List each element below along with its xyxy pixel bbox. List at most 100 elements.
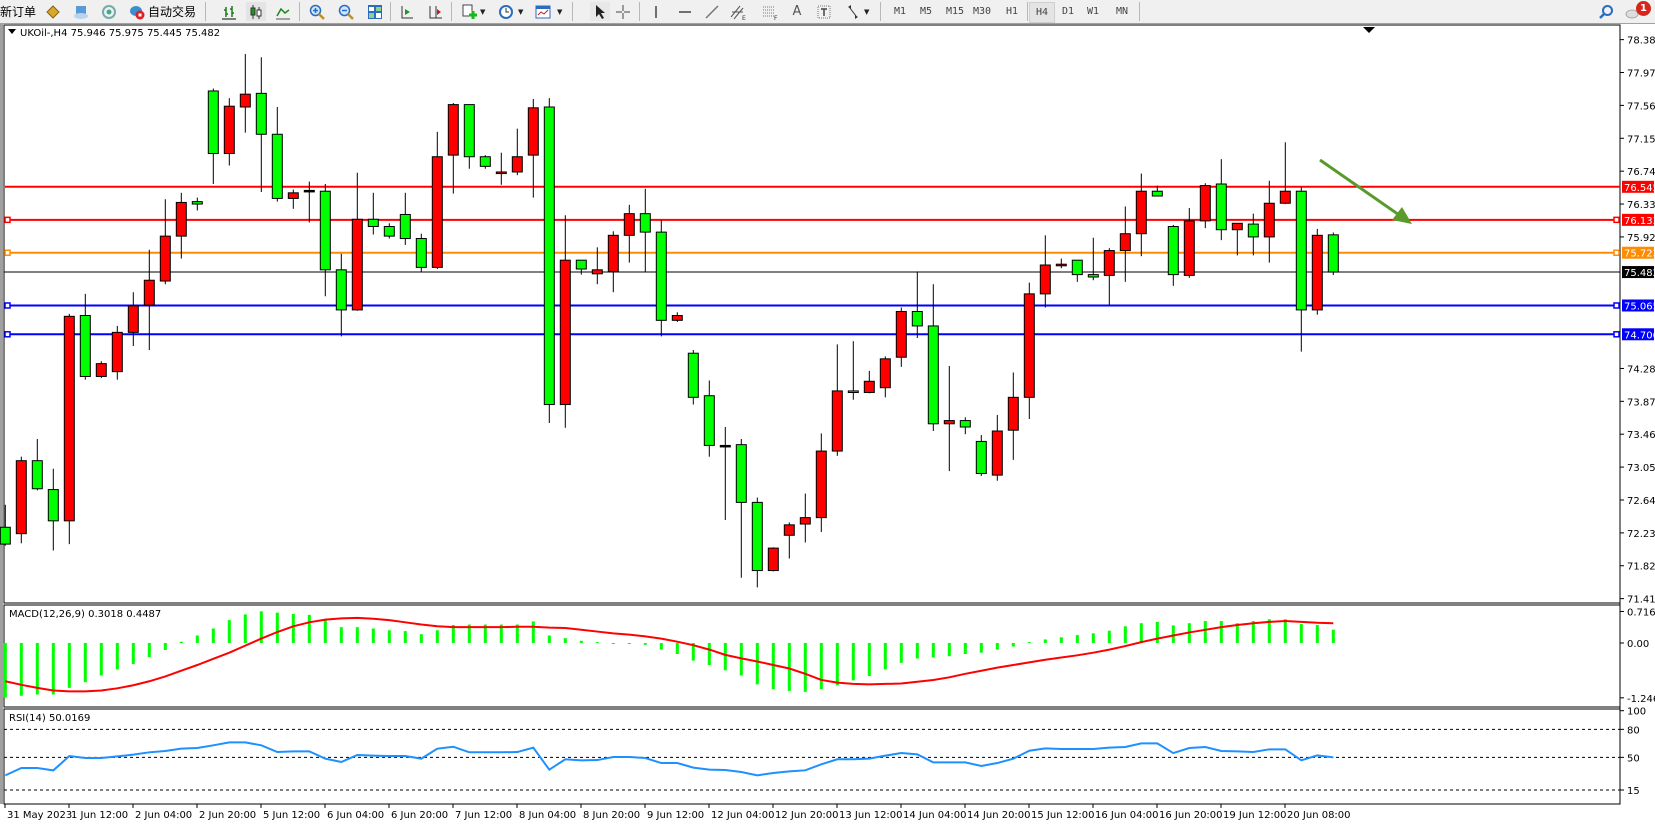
crosshair-icon[interactable] [614, 2, 632, 21]
search-icon[interactable] [1597, 2, 1615, 21]
candle-body[interactable] [383, 225, 395, 237]
candle-body[interactable] [943, 420, 955, 425]
line-chart-icon[interactable] [274, 2, 292, 21]
candle-body[interactable] [47, 489, 59, 522]
candle-body[interactable] [799, 517, 811, 525]
candle-body[interactable] [255, 92, 267, 135]
new-order-button[interactable]: 新订单 [0, 5, 37, 19]
candle-body[interactable] [431, 156, 443, 268]
timeframe-m1[interactable]: M1 [893, 6, 907, 17]
candle-body[interactable] [559, 259, 571, 406]
candle-body[interactable] [479, 156, 491, 167]
candle-body[interactable] [783, 524, 795, 536]
timeframe-m5[interactable]: M5 [919, 6, 933, 17]
candle-body[interactable] [191, 201, 203, 205]
timeframe-h4[interactable]: H4 [1029, 2, 1055, 23]
candle-body[interactable] [847, 390, 859, 394]
candle-body[interactable] [63, 315, 75, 522]
candle-body[interactable] [863, 380, 875, 394]
candle-body[interactable] [703, 395, 715, 446]
rsi-panel[interactable] [3, 708, 1621, 805]
level-handle-right[interactable] [1613, 331, 1620, 338]
candle-body[interactable] [175, 201, 187, 237]
chevron-down-icon[interactable]: ▼ [864, 7, 870, 16]
level-handle-left[interactable] [4, 302, 11, 309]
candle-body[interactable] [1327, 234, 1339, 273]
candle-body[interactable] [447, 104, 459, 156]
candle-body[interactable] [399, 213, 411, 240]
candle-body[interactable] [687, 352, 699, 398]
candle-body[interactable] [1263, 202, 1275, 238]
candle-body[interactable] [1039, 264, 1051, 295]
cursor-icon[interactable] [590, 2, 610, 21]
zoom-out-icon[interactable] [337, 2, 355, 21]
candle-body[interactable] [111, 331, 123, 373]
candlestick-icon[interactable] [246, 2, 266, 21]
candle-body[interactable] [207, 90, 219, 155]
candle-body[interactable] [1167, 225, 1179, 276]
zoom-in-icon[interactable] [308, 2, 326, 21]
cloud-icon[interactable] [72, 2, 90, 21]
timeframe-m30[interactable]: M30 [972, 6, 992, 17]
candle-body[interactable] [463, 104, 475, 158]
candle-body[interactable] [623, 213, 635, 236]
candle-body[interactable] [895, 311, 907, 358]
candle-body[interactable] [751, 501, 763, 572]
candle-body[interactable] [831, 390, 843, 452]
candle-body[interactable] [1071, 259, 1083, 276]
candle-body[interactable] [1231, 222, 1243, 231]
metaeditor-icon[interactable] [44, 2, 62, 21]
chart-shift-marker-icon[interactable] [1363, 27, 1375, 33]
candle-body[interactable] [975, 440, 987, 475]
candle-body[interactable] [143, 279, 155, 306]
candle-body[interactable] [1199, 185, 1211, 222]
equidistant-channel-icon[interactable]: E [729, 2, 749, 21]
candle-body[interactable] [239, 93, 251, 108]
candle-body[interactable] [735, 444, 747, 503]
horizontal-line-icon[interactable] [676, 2, 694, 21]
candle-body[interactable] [639, 213, 651, 233]
candle-body[interactable] [927, 325, 939, 425]
candle-body[interactable] [671, 315, 683, 321]
candle-body[interactable] [1183, 220, 1195, 276]
tile-windows-icon[interactable] [366, 2, 384, 21]
chevron-down-icon[interactable]: ▼ [480, 7, 486, 16]
level-handle-left[interactable] [4, 331, 11, 338]
candle-body[interactable] [1279, 190, 1291, 204]
candle-body[interactable] [1151, 190, 1163, 197]
periods-clock-icon[interactable] [497, 2, 515, 21]
candle-body[interactable] [511, 156, 523, 173]
trendline-icon[interactable] [703, 2, 721, 21]
price-panel[interactable] [3, 24, 1621, 604]
chart-shift-icon[interactable] [397, 2, 415, 21]
candle-body[interactable] [1215, 183, 1227, 231]
candle-body[interactable] [95, 363, 107, 377]
candle-body[interactable] [719, 444, 731, 448]
chevron-down-icon[interactable]: ▼ [518, 7, 524, 16]
candle-body[interactable] [527, 107, 539, 156]
candle-body[interactable] [319, 190, 331, 271]
candle-body[interactable] [367, 218, 379, 227]
autoscroll-icon[interactable] [426, 2, 444, 21]
candle-body[interactable] [1087, 274, 1099, 278]
candle-body[interactable] [335, 269, 347, 311]
level-handle-right[interactable] [1613, 216, 1620, 224]
timeframe-h1[interactable]: H1 [1005, 6, 1019, 17]
candle-body[interactable] [591, 269, 603, 275]
level-handle-left[interactable] [4, 216, 11, 224]
candle-body[interactable] [575, 259, 587, 270]
candle-body[interactable] [1311, 234, 1323, 311]
candle-body[interactable] [1247, 223, 1259, 238]
level-handle-left[interactable] [4, 249, 11, 256]
trend-arrow-line[interactable] [1319, 158, 1403, 219]
candle-body[interactable] [159, 235, 171, 282]
auto-trading-icon[interactable] [128, 2, 146, 21]
timeframe-mn[interactable]: MN [1115, 6, 1129, 17]
candle-body[interactable] [15, 460, 27, 535]
candle-body[interactable] [1135, 190, 1147, 235]
candle-body[interactable] [543, 106, 555, 406]
candle-body[interactable] [879, 358, 891, 389]
auto-trading-button[interactable]: 自动交易 [148, 5, 197, 19]
text-label-icon[interactable] [815, 2, 833, 21]
notification-count-badge[interactable]: 1 [1636, 1, 1651, 16]
